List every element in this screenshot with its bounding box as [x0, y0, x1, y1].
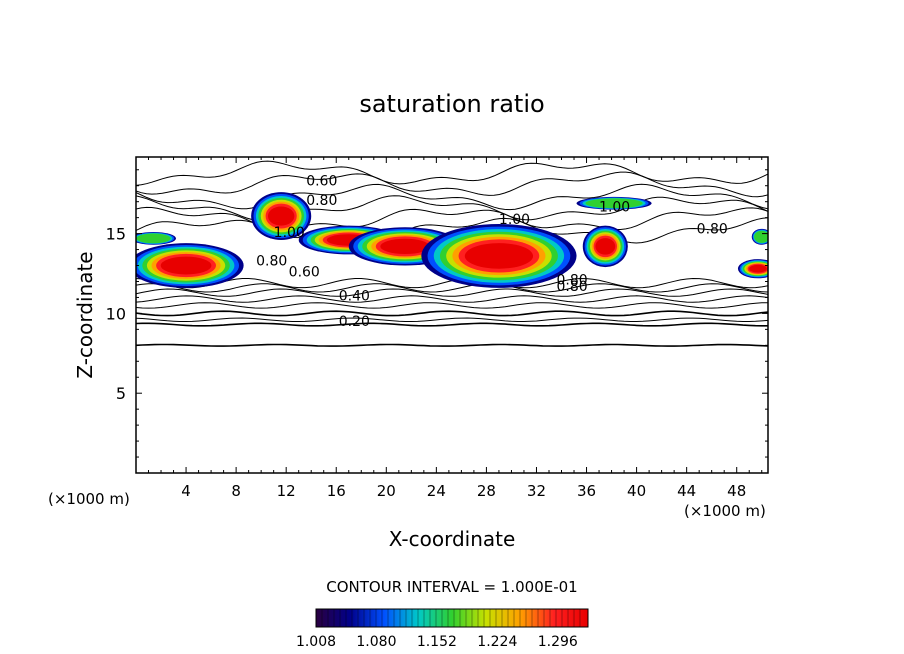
x-tick-label: 8: [231, 482, 241, 500]
contour-line: [136, 343, 768, 347]
saturation-core: [595, 238, 616, 255]
saturation-core: [267, 206, 295, 226]
saturated-region: [136, 232, 177, 245]
saturation-fill-regions: [136, 192, 768, 288]
x-tick-label: 36: [577, 482, 596, 500]
saturation-core: [380, 238, 430, 255]
contour-label: 0.80: [556, 273, 587, 289]
saturation-band: [754, 230, 768, 243]
contour-line: [136, 217, 768, 244]
contour-label: 0.80: [256, 254, 287, 270]
contour-line: [136, 283, 768, 293]
contour-label: 0.60: [306, 174, 337, 190]
saturation-core: [160, 256, 212, 275]
x-axis-unit-right: (×1000 m): [684, 502, 766, 520]
contour-label: 0.20: [339, 314, 370, 330]
contour-interval-text: CONTOUR INTERVAL = 1.000E-01: [326, 578, 577, 596]
contour-label: 0.60: [289, 265, 320, 281]
colorbar-tick-label: 1.008: [296, 634, 336, 650]
contour-line: [136, 195, 768, 222]
x-tick-label: 16: [327, 482, 346, 500]
saturated-region: [251, 192, 312, 240]
x-tick-label: 28: [477, 482, 496, 500]
x-tick-label: 40: [627, 482, 646, 500]
contour-label: 0.80: [697, 222, 728, 238]
y-axis-label: Z-coordinate: [73, 251, 97, 378]
contour-label: 1.00: [274, 225, 305, 241]
colorbar-tick-label: 1.152: [417, 634, 457, 650]
chart-title: saturation ratio: [359, 90, 544, 118]
contour-line: [136, 310, 768, 317]
y-tick-label: 10: [106, 304, 126, 323]
contour-line: [136, 288, 768, 297]
saturated-region: [576, 196, 652, 210]
x-tick-label: 24: [427, 482, 446, 500]
x-tick-label: 12: [277, 482, 296, 500]
x-tick-label: 44: [677, 482, 696, 500]
x-axis-ticks: 4 8 12 16 20 24 28 32 36 40 44 48: [148, 157, 763, 500]
plot-area: 0.600.801.000.800.600.400.201.001.000.80…: [135, 156, 769, 474]
contour-line: [136, 317, 768, 322]
contour-line: [136, 206, 768, 231]
contour-line: [136, 295, 768, 303]
contour-line: [136, 302, 768, 309]
saturated-region: [582, 225, 628, 268]
colorbar-tick-label: 1.224: [477, 634, 517, 650]
saturation-core: [464, 243, 534, 269]
saturation-core: [749, 264, 767, 273]
x-tick-label: 32: [527, 482, 546, 500]
contour-label: 1.00: [499, 212, 530, 228]
x-tick-label: 4: [181, 482, 191, 500]
colorbar-tick-labels: 1.008 1.080 1.152 1.224 1.296: [296, 634, 578, 650]
x-axis-unit-left: (×1000 m): [48, 490, 130, 508]
colorbar: 1.008 1.080 1.152 1.224 1.296: [296, 608, 589, 650]
x-tick-label: 48: [727, 482, 746, 500]
plot-frame: [135, 156, 769, 474]
x-tick-label: 20: [377, 482, 396, 500]
colorbar-tick-label: 1.296: [538, 634, 578, 650]
y-tick-label: 5: [116, 384, 126, 403]
saturated-region: [751, 228, 768, 245]
colorbar-tick-label: 1.080: [356, 634, 396, 650]
contour-label: 0.80: [556, 279, 587, 295]
y-tick-label: 15: [106, 225, 126, 244]
y-axis-ticks: 5 10 15: [106, 169, 768, 458]
plot-background: [136, 157, 768, 473]
x-axis-label: X-coordinate: [389, 527, 516, 551]
contour-label: 0.80: [306, 193, 337, 209]
contour-line: [136, 160, 768, 186]
contour-label: 0.40: [339, 289, 370, 305]
contour-labels: 0.600.801.000.800.600.400.201.001.000.80…: [256, 174, 728, 330]
saturated-region: [737, 259, 768, 279]
saturation-band: [136, 233, 171, 244]
colorbar-gradient: [316, 609, 588, 627]
saturated-region: [136, 243, 244, 288]
saturation-band: [585, 198, 643, 209]
contour-label: 1.00: [599, 199, 630, 215]
contour-line: [136, 171, 768, 198]
contour-lines: [136, 160, 768, 347]
saturated-region: [421, 224, 577, 288]
contour-line: [136, 322, 768, 327]
contour-line: [136, 183, 768, 211]
colorbar-stripes: [315, 609, 581, 627]
colorbar-frame: [315, 608, 589, 628]
